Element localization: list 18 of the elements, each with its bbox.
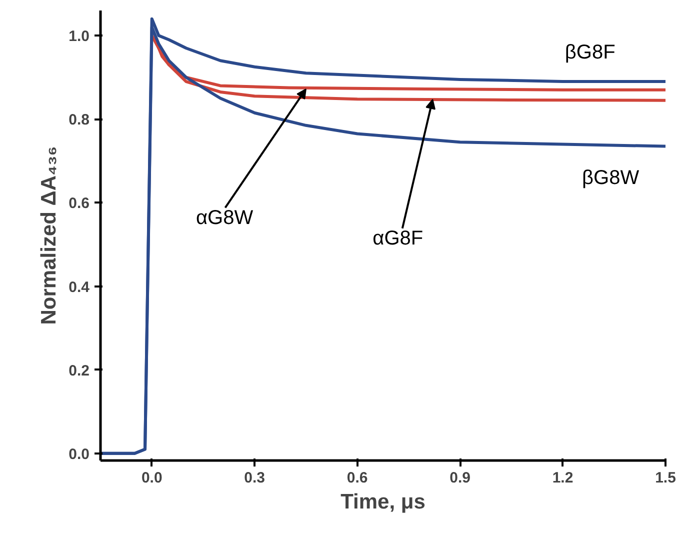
y-tick-label: 0.2 [68,362,90,380]
annotation: αG8F [372,227,424,250]
y-tick-label: 1.0 [68,28,90,46]
x-tick-label: 1.2 [552,470,574,486]
annotation: βG8F [564,42,616,64]
x-tick-label: 0.3 [244,470,266,486]
y-tick-label: 0.4 [68,278,90,296]
x-tick-label: 1.5 [655,470,676,486]
y-tick-label: 0.0 [68,446,90,463]
x-tick-label: 0.6 [346,470,368,486]
y-tick-label: 0.6 [68,195,90,212]
annotation: βG8W [582,167,640,190]
annotation: αG8W [196,207,254,230]
x-tick-label: 0.9 [450,470,470,486]
y-axis-title: Normalized ΔA₄₃₆ [38,146,61,325]
y-tick-label: 0.8 [68,112,90,129]
x-axis-title: Time, μs [340,490,426,514]
x-tick-label: 0.0 [141,470,162,486]
